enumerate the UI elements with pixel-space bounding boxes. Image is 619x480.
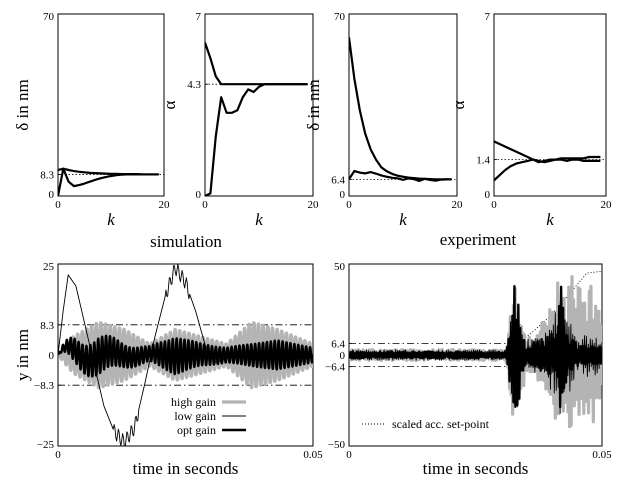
legend-label: high gain (171, 395, 216, 409)
legend: scaled acc. set-point (362, 417, 490, 431)
y-tick-label: 70 (43, 11, 55, 23)
caption-simulation: simulation (150, 232, 222, 251)
y-tick-label: 0 (340, 350, 346, 362)
x-tick-label: 20 (159, 199, 171, 211)
x-tick-label: 20 (452, 199, 464, 211)
y-tick-label: −50 (328, 439, 346, 451)
series-line-1 (205, 43, 308, 85)
captions: simulation experiment (150, 230, 516, 251)
x-tick-label: 0 (55, 449, 61, 461)
x-tick-label: 0 (202, 199, 208, 211)
legend-label: scaled acc. set-point (392, 417, 490, 431)
panel-2: 0 4.3 7 0 20 k α (160, 11, 319, 229)
legend-label: low gain (174, 409, 216, 423)
y-tick-label: 7 (485, 11, 491, 23)
y-tick-label: 6.4 (331, 174, 345, 186)
y-axis-label: α (160, 100, 179, 109)
y-tick-label: 7 (196, 11, 202, 23)
y-tick-label: 50 (334, 261, 346, 273)
y-tick-label: 0 (196, 189, 202, 201)
series-group (205, 43, 308, 196)
x-tick-label: 0 (55, 199, 61, 211)
panel-5: −25 −8.3 0 8.3 25 0 0.05 time in seconds y in nm… (13, 261, 323, 478)
y-tick-label: 25 (43, 261, 55, 273)
series-group (58, 169, 159, 196)
y-tick-label: 70 (334, 11, 346, 23)
y-tick-label: −25 (37, 439, 55, 451)
x-tick-label: 0 (346, 199, 352, 211)
caption-experiment: experiment (440, 230, 517, 249)
y-axis-label: δ in nm (13, 79, 32, 130)
y-tick-label: 0 (49, 350, 55, 362)
y-tick-label: 8.3 (40, 320, 54, 332)
y-tick-label: 0 (49, 189, 55, 201)
y-axis-label: y in nm (13, 329, 32, 381)
x-tick-label: 0.05 (592, 449, 612, 461)
plot-frame (494, 14, 606, 196)
y-tick-label: −8.3 (34, 380, 54, 392)
legend-label: opt gain (177, 423, 216, 437)
x-tick-label: 20 (308, 199, 320, 211)
y-tick-label: 0 (485, 189, 491, 201)
x-axis-label: k (399, 210, 407, 229)
x-tick-label: 20 (601, 199, 613, 211)
panel-4: 0 1.4 7 0 20 k α (449, 11, 612, 229)
x-axis-label: k (107, 210, 115, 229)
y-tick-label: 8.3 (40, 169, 54, 181)
x-tick-label: 0.05 (303, 449, 323, 461)
series-group (494, 141, 600, 180)
y-axis-label: α (449, 100, 468, 109)
panel-1: 0 8.3 70 0 20 k δ in nm (13, 11, 170, 229)
x-axis-label: k (255, 210, 263, 229)
y-axis-label: δ in nm (304, 79, 323, 130)
y-tick-label: 4.3 (187, 79, 201, 91)
plot-frame (58, 14, 164, 196)
y-tick-label: 6.4 (331, 338, 345, 350)
y-tick-label: 0 (340, 189, 346, 201)
series-line-2 (205, 84, 308, 196)
x-axis-label: time in seconds (133, 459, 239, 478)
x-axis-label: time in seconds (423, 459, 529, 478)
series-line-1 (349, 37, 452, 179)
plot-frame (349, 14, 457, 196)
y-tick-label: −6.4 (325, 362, 345, 374)
x-tick-label: 0 (491, 199, 497, 211)
panel-3: 0 6.4 70 0 20 k δ in nm (304, 11, 463, 229)
x-tick-label: 0 (346, 449, 352, 461)
y-tick-label: 1.4 (476, 155, 490, 167)
x-axis-label: k (546, 210, 554, 229)
series-group (349, 37, 452, 181)
series-group (349, 271, 602, 426)
